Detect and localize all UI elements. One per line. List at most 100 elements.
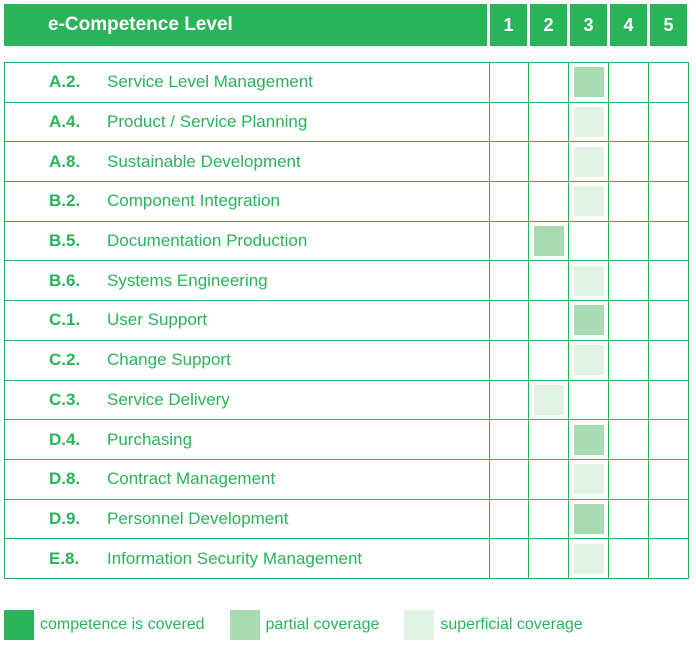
level-cell-4	[609, 539, 650, 579]
level-cell-1	[489, 420, 530, 460]
level-cell-3	[569, 499, 610, 540]
coverage-swatch-partial	[573, 67, 604, 98]
level-cell-3	[569, 301, 610, 341]
level-cell-3	[569, 221, 610, 262]
competence-name: Contract Management	[107, 469, 276, 489]
level-cell-2	[529, 539, 570, 579]
competence-code: C.3.	[49, 389, 81, 409]
level-cell-3	[569, 261, 610, 302]
level-cell-1	[489, 459, 530, 500]
competence-name: Product / Service Planning	[107, 112, 308, 132]
level-cell-4	[609, 340, 650, 381]
level-cell-5	[649, 301, 690, 341]
level-cell-4	[609, 420, 650, 460]
competence-label-cell: D.8. Contract Management	[5, 459, 490, 500]
coverage-swatch-superficial	[573, 345, 604, 376]
level-cell-4	[609, 221, 650, 262]
legend-item-partial: partial coverage	[229, 610, 380, 640]
legend-swatch-partial	[229, 610, 260, 640]
level-cell-3	[569, 420, 610, 460]
coverage-swatch-partial	[573, 305, 604, 336]
coverage-swatch-superficial	[573, 543, 604, 574]
level-cell-5	[649, 340, 690, 381]
level-cell-3	[569, 142, 610, 183]
level-cell-1	[489, 221, 530, 262]
level-cell-5	[649, 102, 690, 143]
level-cell-5	[649, 459, 690, 500]
table-row: B.6. Systems Engineering	[5, 261, 690, 302]
competence-label-cell: D.9. Personnel Development	[5, 499, 490, 540]
competence-table: A.2. Service Level Management A.4. Product …	[4, 62, 690, 579]
competence-label-cell: E.8. Information Security Management	[5, 539, 490, 579]
level-cell-1	[489, 301, 530, 341]
level-cell-2	[529, 261, 570, 302]
level-cell-5	[649, 539, 690, 579]
level-cell-1	[489, 261, 530, 302]
level-cell-1	[489, 539, 530, 579]
level-cell-4	[609, 499, 650, 540]
level-cell-5	[649, 142, 690, 183]
level-cell-4	[609, 380, 650, 421]
competence-code: A.8.	[49, 151, 81, 171]
coverage-swatch-superficial	[573, 464, 604, 495]
coverage-swatch-superficial	[533, 384, 564, 415]
competence-code: B.2.	[49, 191, 81, 211]
competence-name: Personnel Development	[107, 508, 289, 528]
competence-code: B.5.	[49, 231, 81, 251]
level-cell-2	[529, 340, 570, 381]
level-cell-1	[489, 340, 530, 381]
table-row: D.8. Contract Management	[5, 459, 690, 500]
level-cell-5	[649, 221, 690, 262]
level-cell-2	[529, 221, 570, 262]
coverage-swatch-superficial	[573, 265, 604, 296]
competence-label-cell: B.6. Systems Engineering	[5, 261, 490, 302]
level-header-1: 1	[490, 4, 527, 46]
competence-label-cell: A.4. Product / Service Planning	[5, 102, 490, 143]
competence-label-cell: C.2. Change Support	[5, 340, 490, 381]
level-cell-5	[649, 182, 690, 222]
legend-swatch-covered	[4, 610, 34, 640]
competence-name: Service Delivery	[107, 389, 230, 409]
legend-label-partial: partial coverage	[265, 616, 380, 633]
level-cell-5	[649, 499, 690, 540]
level-cell-4	[609, 301, 650, 341]
competence-name: Systems Engineering	[107, 270, 268, 290]
header-title: e-Competence Level	[4, 4, 487, 46]
level-cell-3	[569, 340, 610, 381]
level-cell-4	[609, 261, 650, 302]
level-header-5: 5	[650, 4, 687, 46]
competence-label-cell: D.4. Purchasing	[5, 420, 490, 460]
table-row: D.4. Purchasing	[5, 420, 690, 460]
coverage-swatch-superficial	[573, 107, 604, 138]
level-cell-4	[609, 459, 650, 500]
level-cell-3	[569, 102, 610, 143]
competence-label-cell: C.3. Service Delivery	[5, 380, 490, 421]
competence-name: Service Level Management	[107, 72, 314, 92]
level-header-3: 3	[570, 4, 607, 46]
coverage-swatch-superficial	[573, 186, 604, 217]
level-cell-4	[609, 102, 650, 143]
level-cell-5	[649, 420, 690, 460]
table-row: A.8. Sustainable Development	[5, 142, 690, 183]
competence-name: Component Integration	[107, 191, 280, 211]
legend-item-superficial: superficial coverage	[404, 610, 583, 640]
level-cell-1	[489, 102, 530, 143]
level-cell-5	[649, 261, 690, 302]
legend: competence is covered partial coverage s…	[4, 610, 608, 640]
competence-code: A.4.	[49, 112, 81, 132]
competence-code: E.8.	[49, 548, 80, 568]
table-row: C.2. Change Support	[5, 340, 690, 381]
table-row: C.1. User Support	[5, 301, 690, 341]
level-cell-2	[529, 301, 570, 341]
competence-name: Change Support	[107, 350, 231, 370]
legend-item-covered: competence is covered	[4, 610, 205, 640]
level-cell-3	[569, 63, 610, 103]
level-cell-5	[649, 380, 690, 421]
level-cell-3	[569, 380, 610, 421]
level-cell-2	[529, 63, 570, 103]
level-cell-1	[489, 380, 530, 421]
level-cell-2	[529, 102, 570, 143]
legend-label-superficial: superficial coverage	[440, 616, 583, 633]
level-cell-2	[529, 142, 570, 183]
level-cell-3	[569, 182, 610, 222]
